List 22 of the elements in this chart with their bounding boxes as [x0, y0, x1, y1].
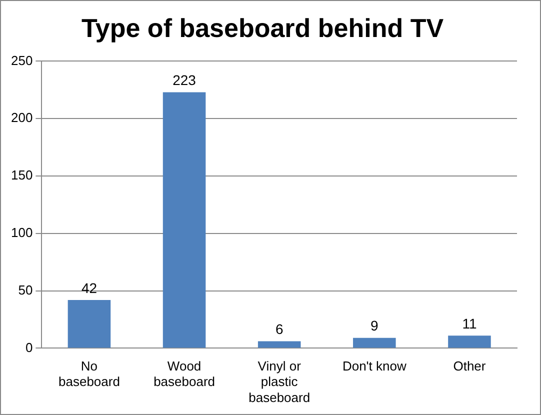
x-tick-label: Vinyl or plastic baseboard: [248, 358, 310, 405]
data-label: 11: [462, 315, 477, 332]
y-tick-label: 200: [10, 110, 33, 126]
x-tick-label: Wood baseboard: [154, 358, 216, 390]
bar: [448, 336, 491, 348]
data-label: 42: [81, 280, 98, 296]
bar: [162, 92, 206, 348]
y-tick-label: 0: [25, 340, 33, 355]
x-tick-label: Don't know: [342, 358, 407, 374]
y-tick-label: 50: [18, 282, 33, 298]
data-label: 9: [370, 318, 379, 334]
y-tick-label: 100: [10, 224, 33, 240]
chart-title: Type of baseboard behind TV: [81, 12, 444, 43]
x-tick-label: No baseboard: [58, 358, 120, 390]
y-tick-label: 250: [10, 52, 33, 68]
bar: [353, 338, 396, 348]
x-tick-label: Other: [453, 358, 486, 374]
y-tick-label: 150: [10, 168, 33, 183]
bar: [258, 341, 301, 348]
bar: [68, 300, 111, 348]
data-label: 223: [172, 72, 196, 88]
data-label: 6: [275, 321, 284, 338]
